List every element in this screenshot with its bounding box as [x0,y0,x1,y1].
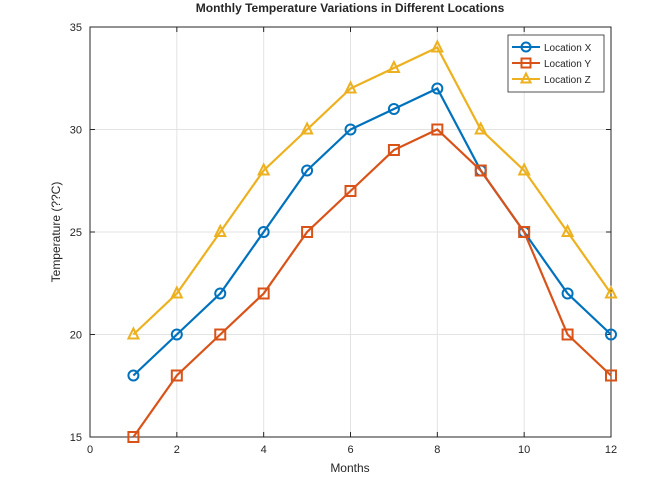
marker-square [431,123,444,136]
y-tick-label: 35 [70,22,82,34]
x-tick-label: 4 [261,444,267,456]
series-location-z [126,39,618,340]
marker-triangle [560,223,575,237]
marker-circle [561,287,574,300]
series-line [132,128,612,438]
series-line [132,87,612,377]
marker-circle [301,164,314,177]
x-tick-label: 8 [434,444,440,456]
legend: Location X Location Y Location Z [507,34,605,93]
marker-circle [605,328,617,341]
legend-label: Location Z [544,75,591,86]
marker-square [474,164,487,177]
chart-title: Monthly Temperature Variations in Differ… [196,1,505,15]
marker-triangle [474,121,488,135]
marker-circle [387,103,400,115]
marker-square [301,226,314,238]
legend-label: Location Y [544,59,591,70]
marker-triangle [387,59,401,73]
marker-circle [431,82,444,95]
marker-triangle [519,71,533,84]
series-location-y [127,123,617,443]
y-axis-label: Temperature (??C) [49,182,63,283]
marker-circle [344,123,357,136]
marker-square [520,57,532,69]
marker-triangle [170,285,184,299]
y-tick-label: 30 [70,125,82,137]
marker-circle [520,41,532,53]
marker-triangle [213,223,227,237]
x-tick-label: 0 [87,444,93,456]
x-tick-label: 10 [518,444,530,456]
legend-label: Location X [544,43,592,54]
marker-triangle [257,162,271,176]
y-tick-label: 15 [70,432,82,444]
x-tick-label: 2 [174,444,180,456]
marker-circle [127,369,140,382]
marker-square [344,185,357,197]
marker-square [170,369,183,382]
marker-triangle [343,80,358,94]
x-axis-label: Months [330,461,369,475]
series-group [126,39,618,443]
marker-square [605,369,617,382]
series-line [132,46,612,336]
marker-square [387,144,400,156]
x-tick-label: 6 [347,444,353,456]
marker-triangle [604,285,618,299]
marker-circle [170,328,183,341]
x-tick-label: 12 [605,444,617,456]
marker-circle [214,287,227,300]
marker-square [518,226,531,238]
y-tick-label: 25 [70,227,82,239]
marker-square [214,328,227,341]
marker-triangle [430,39,444,53]
marker-triangle [126,326,141,340]
marker-square [257,287,270,300]
marker-circle [257,226,270,238]
marker-triangle [300,121,314,135]
marker-square [561,328,574,341]
marker-triangle [517,162,531,176]
marker-square [127,431,140,443]
y-tick-label: 20 [70,330,82,342]
